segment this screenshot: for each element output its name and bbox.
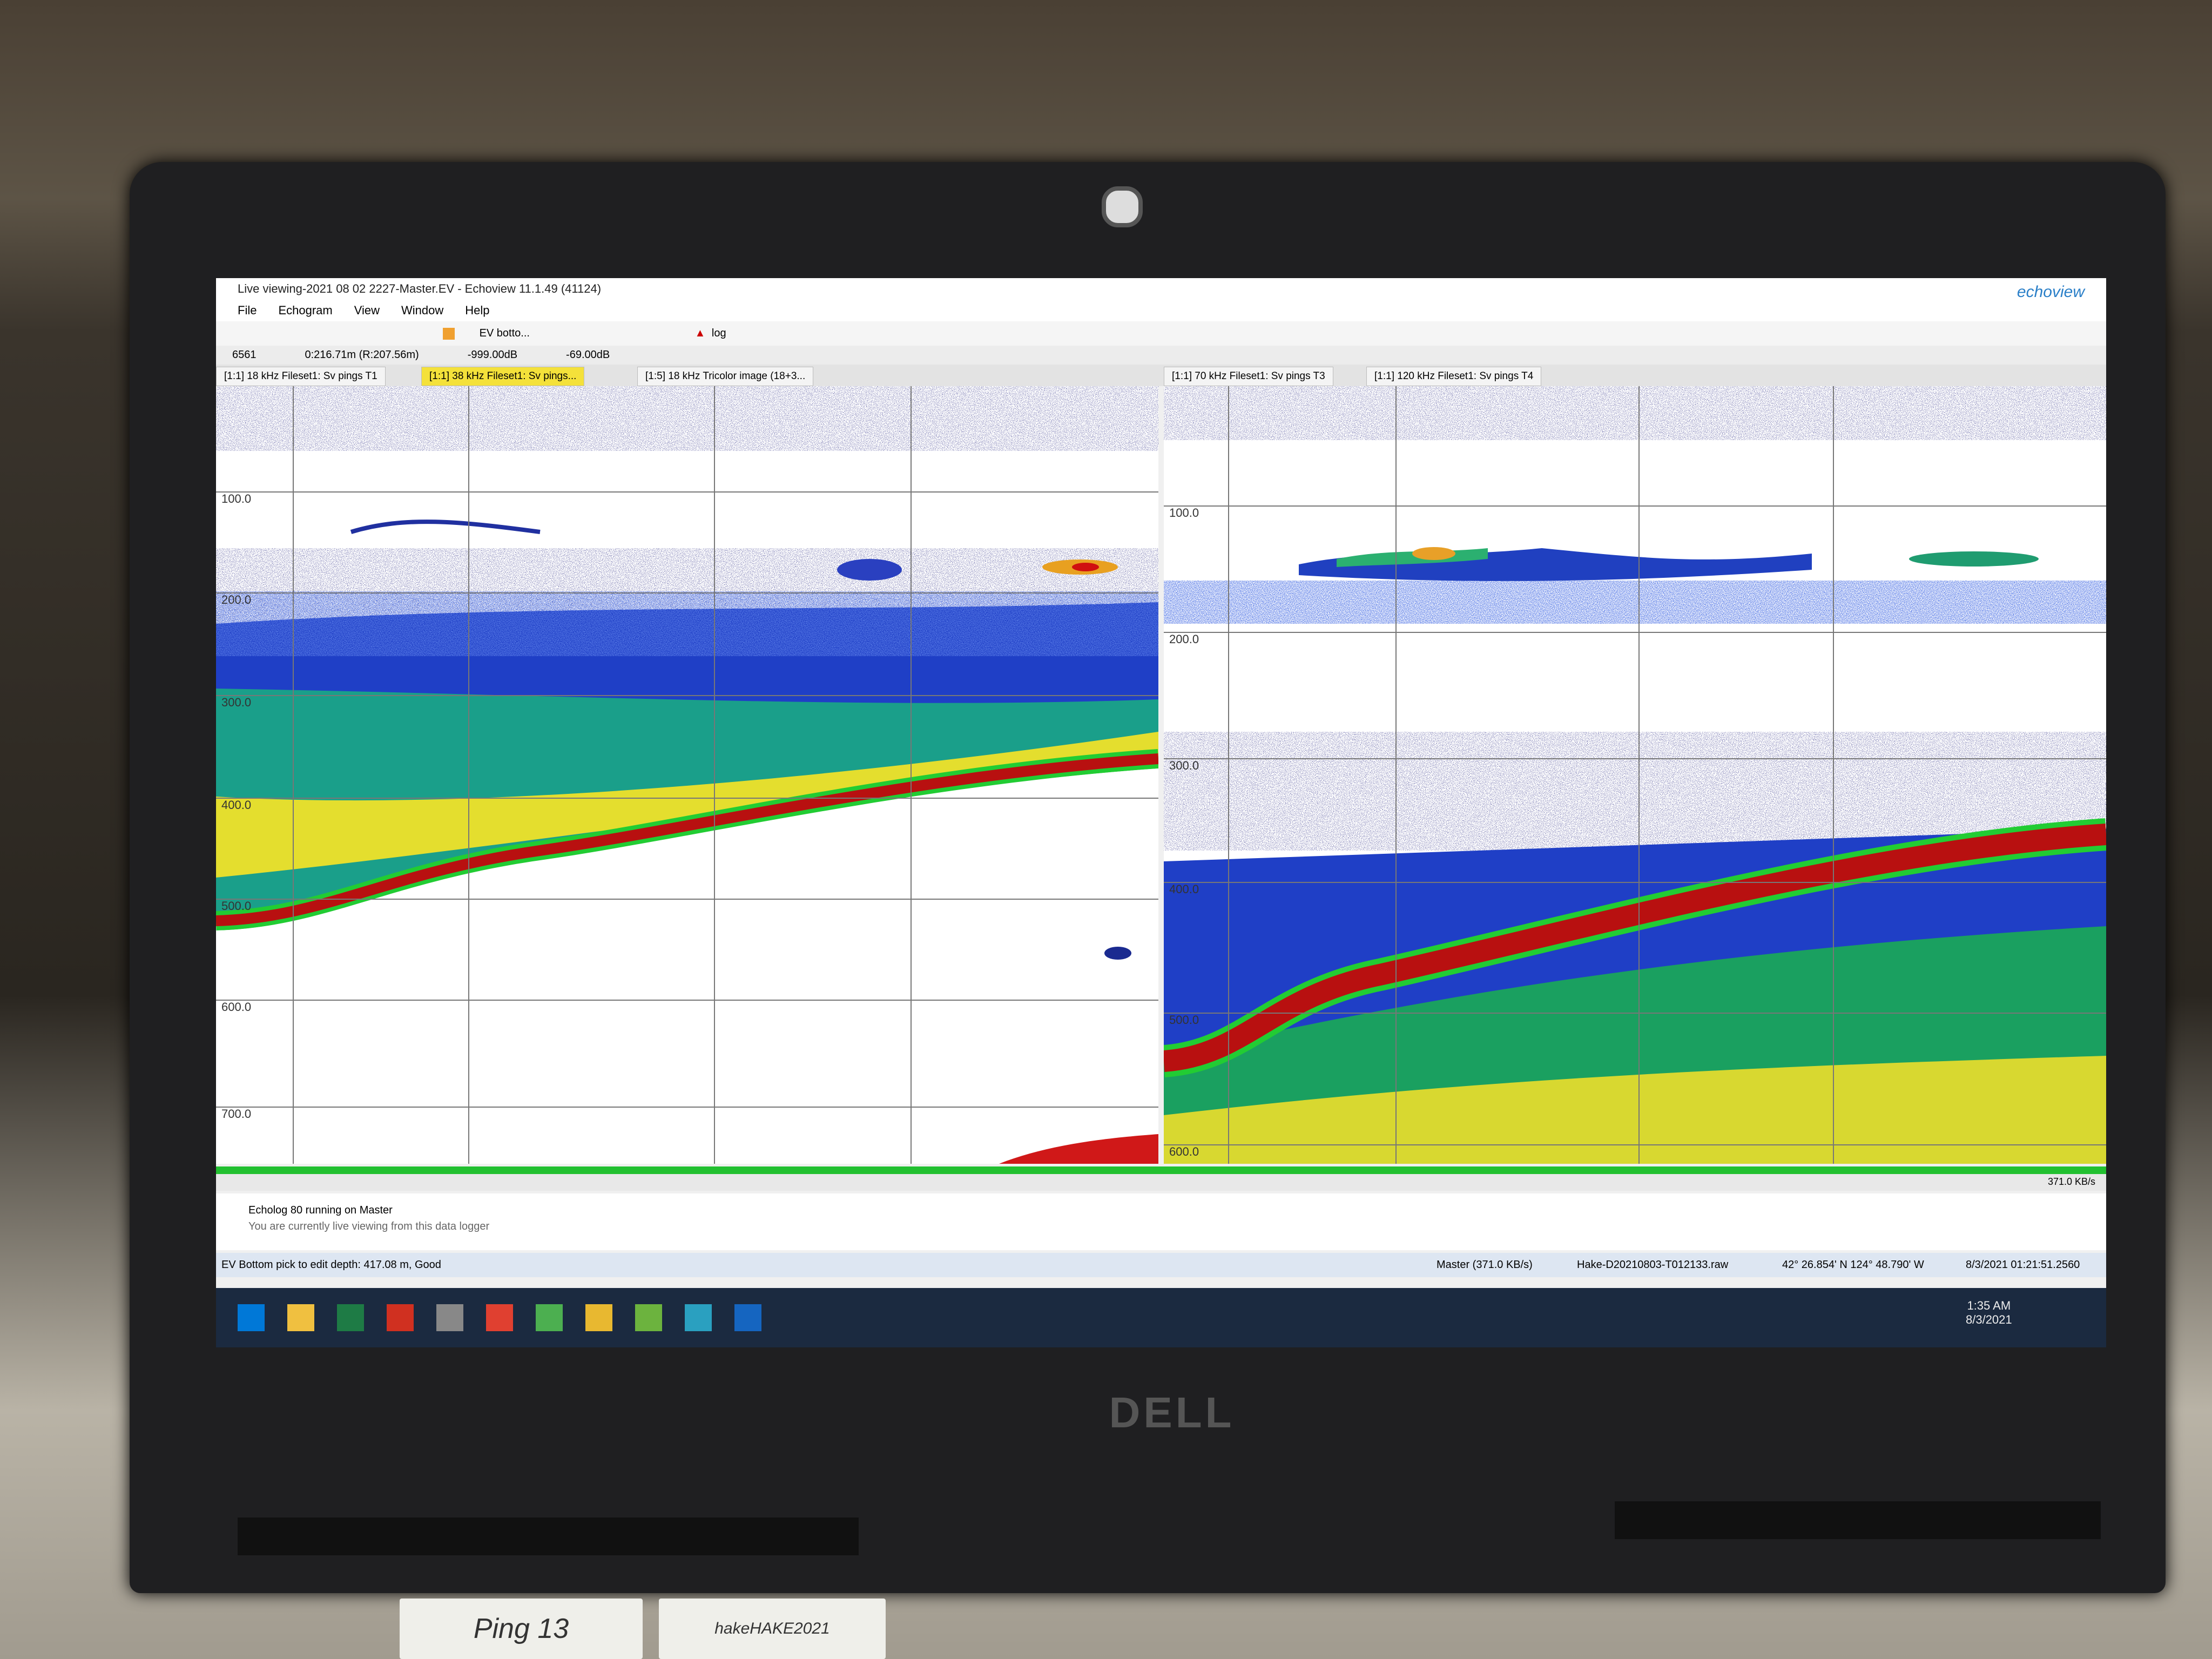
taskbar-icon[interactable] [734,1304,761,1331]
echogram-tab[interactable]: [1:1] 38 kHz Fileset1: Sv pings... [421,367,585,386]
status-row: 6561 0:216.71m (R:207.56m) -999.00dB -69.00… [216,346,2106,365]
status-field: 6561 [232,349,257,361]
depth-label: 200.0 [221,593,251,606]
hinge [1615,1501,2101,1539]
depth-label: 400.0 [221,798,251,812]
clock[interactable]: 1:35 AM 8/3/2021 [1966,1299,2012,1327]
echogram-tab[interactable]: [1:1] 70 kHz Fileset1: Sv pings T3 [1164,367,1333,386]
menu-item[interactable]: Echogram [278,304,333,317]
depth-label: 600.0 [221,1000,251,1014]
taskbar-icon[interactable] [387,1304,414,1331]
message-title: Echolog 80 running on Master [248,1204,393,1216]
taskbar: 1:35 AM 8/3/2021 [216,1288,2106,1347]
tool-button[interactable]: ▲ [694,327,706,339]
data-rate: 371.0 KB/s [2047,1176,2095,1187]
depth-label: 100.0 [1169,506,1199,520]
taskbar-icon[interactable] [685,1304,712,1331]
tab-strip: [1:1] 18 kHz Fileset1: Sv pings T1 [1:1] … [216,365,2106,386]
depth-label: 300.0 [1169,759,1199,772]
menu-item[interactable]: Help [465,304,490,317]
status-field: 0:216.71m (R:207.56m) [305,349,419,361]
title-bar: Live viewing-2021 08 02 2227-Master.EV -… [216,278,2106,301]
toolbar: EV botto... ▲ log [216,321,2106,346]
depth-label: 600.0 [1169,1145,1199,1158]
depth-label: 400.0 [1169,882,1199,896]
depth-label: 300.0 [221,696,251,709]
echogram-tab[interactable]: [1:5] 18 kHz Tricolor image (18+3... [637,367,814,386]
menu-item[interactable]: View [354,304,380,317]
status-file: Hake-D20210803-T012133.raw [1577,1259,1729,1271]
taskbar-icon[interactable] [238,1304,265,1331]
taskbar-icon[interactable] [436,1304,463,1331]
taskbar-icon[interactable] [635,1304,662,1331]
menu-bar: File Echogram View Window Help [216,300,2106,321]
echogram-left: 100.0 200.0 300.0 400.0 500.0 600.0 700.0 [216,386,1158,1164]
app-logo: echoview [2017,283,2085,301]
status-master: Master (371.0 KB/s) [1437,1259,1533,1271]
echogram-tab[interactable]: [1:1] 120 kHz Fileset1: Sv pings T4 [1366,367,1542,386]
depth-label: 200.0 [1169,632,1199,646]
tool-icon[interactable] [443,327,455,340]
menu-item[interactable]: Window [401,304,444,317]
status-position: 42° 26.854' N 124° 48.790' W [1782,1259,1924,1271]
echogram-tab[interactable]: [1:1] 18 kHz Fileset1: Sv pings T1 [216,367,386,386]
taskbar-icon[interactable] [585,1304,612,1331]
desk-label: hakeHAKE2021 [659,1599,886,1659]
depth-label: 500.0 [1169,1013,1199,1027]
taskbar-icon[interactable] [287,1304,314,1331]
message-detail: You are currently live viewing from this… [248,1220,490,1232]
webcam [1102,186,1143,227]
brand-logo: DELL [1109,1388,1235,1437]
menu-item[interactable]: File [238,304,257,317]
taskbar-icon[interactable] [337,1304,364,1331]
status-field: -69.00dB [566,349,610,361]
message-panel: Echolog 80 running on Master You are cur… [216,1193,2106,1250]
echogram-right: 100.0 200.0 300.0 400.0 500.0 600.0 [1164,386,2106,1164]
taskbar-icon[interactable] [486,1304,513,1331]
horizontal-scrollbar[interactable]: 371.0 KB/s [216,1166,2106,1191]
status-hint: EV Bottom pick to edit depth: 417.08 m, … [221,1259,441,1271]
status-field: -999.00dB [467,349,518,361]
hinge [238,1518,859,1555]
scroll-track-indicator [216,1166,2106,1174]
depth-label: 700.0 [221,1107,251,1121]
taskbar-icon[interactable] [536,1304,563,1331]
tool-button[interactable]: EV botto... [479,327,530,339]
screen: Live viewing-2021 08 02 2227-Master.EV -… [216,278,2106,1347]
status-timestamp: 8/3/2021 01:21:51.2560 [1966,1259,2080,1271]
clock-time: 1:35 AM [1967,1299,2011,1312]
desk-label: Ping 13 [400,1599,643,1659]
window-title: Live viewing-2021 08 02 2227-Master.EV -… [238,282,602,295]
status-bar: EV Bottom pick to edit depth: 417.08 m, … [216,1253,2106,1277]
tool-button[interactable]: log [711,327,726,339]
depth-label: 100.0 [221,492,251,505]
depth-label: 500.0 [221,899,251,913]
clock-date: 8/3/2021 [1966,1313,2012,1326]
